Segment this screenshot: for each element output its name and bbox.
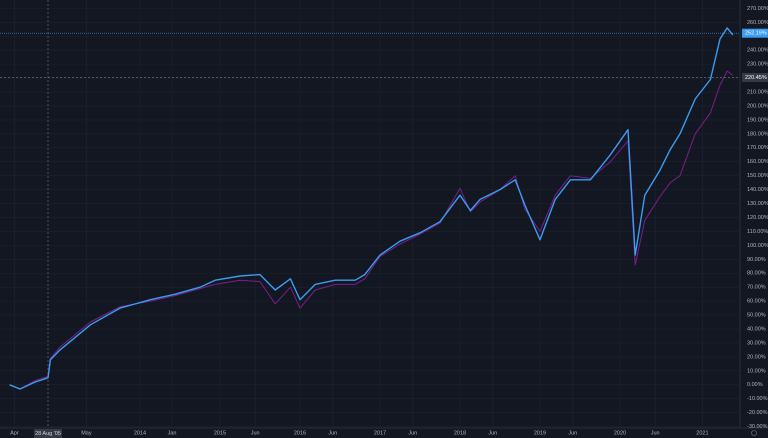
crosshair-date-label: 28 Aug '05 (35, 431, 61, 437)
x-tick-label: Jun (651, 430, 660, 436)
y-tick-label: 200.00% (747, 103, 768, 109)
y-tick-label: 130.00% (747, 201, 768, 207)
x-tick-label: Jun (408, 430, 417, 436)
y-tick-label: 160.00% (747, 159, 768, 165)
y-tick-label: 210.00% (747, 89, 768, 95)
x-tick-label: Jun (488, 430, 497, 436)
y-tick-label: 60.00% (747, 299, 766, 305)
price-label-box (742, 28, 768, 38)
y-tick-label: 120.00% (747, 215, 768, 221)
y-tick-label: 70.00% (747, 285, 766, 291)
settings-icon[interactable] (751, 430, 757, 436)
x-tick-label: Jun (251, 430, 260, 436)
price-label-box (742, 72, 768, 82)
y-tick-label: 80.00% (747, 271, 766, 277)
y-tick-label: 30.00% (747, 340, 766, 346)
y-tick-label: 180.00% (747, 131, 768, 137)
crosshair-date-box (34, 429, 62, 438)
y-tick-label: 90.00% (747, 257, 766, 263)
x-tick-label: 2021 (696, 430, 708, 436)
y-tick-label: 50.00% (747, 313, 766, 319)
y-tick-label: -20.00% (747, 410, 768, 416)
y-tick-label: 110.00% (747, 229, 768, 235)
series-line (9, 27, 734, 390)
x-tick-label: Jan (168, 430, 177, 436)
y-tick-label: 260.00% (747, 20, 768, 26)
x-tick-label: 2016 (294, 430, 306, 436)
y-tick-label: -30.00% (747, 424, 768, 430)
price-label: 252.19% (745, 31, 767, 37)
x-tick-label: 2015 (214, 430, 226, 436)
x-tick-label: 2018 (454, 430, 466, 436)
y-tick-label: 240.00% (747, 48, 768, 54)
x-tick-label: Jun (568, 430, 577, 436)
x-tick-label: May (81, 430, 92, 436)
y-tick-label: 140.00% (747, 187, 768, 193)
y-tick-label: 150.00% (747, 173, 768, 179)
y-tick-label: 190.00% (747, 117, 768, 123)
y-tick-label: -10.00% (747, 396, 768, 402)
y-tick-label: 20.00% (747, 354, 766, 360)
y-tick-label: 170.00% (747, 145, 768, 151)
y-tick-label: 230.00% (747, 62, 768, 68)
y-tick-label: 40.00% (747, 326, 766, 332)
x-tick-label: 2020 (614, 430, 626, 436)
x-tick-label: Jun (328, 430, 337, 436)
y-tick-label: 100.00% (747, 243, 768, 249)
y-tick-label: 270.00% (747, 6, 768, 12)
x-tick-label: Apr (10, 430, 19, 436)
y-tick-label: 0.00% (747, 382, 763, 388)
x-tick-label: 2019 (534, 430, 546, 436)
price-label: 220.45% (745, 75, 767, 81)
y-tick-label: 10.00% (747, 368, 766, 374)
x-tick-label: 2014 (134, 430, 146, 436)
x-tick-label: 2017 (374, 430, 386, 436)
